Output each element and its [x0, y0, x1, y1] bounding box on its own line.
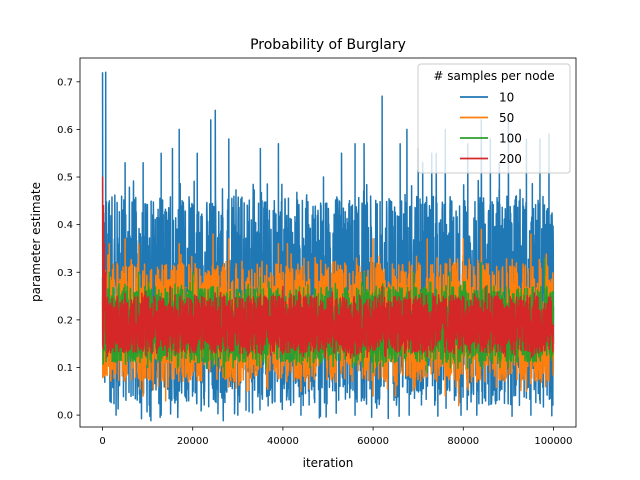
x-tick-label: 20000 [177, 436, 209, 447]
legend-entries: 10 50 100 200 [460, 91, 522, 166]
x-tick-label: 40000 [267, 436, 299, 447]
x-tick-label: 0 [99, 436, 105, 447]
series-line-200 [101, 176, 555, 359]
x-tick-label: 80000 [447, 436, 479, 447]
chart-title: Probability of Burglary [250, 37, 406, 53]
legend-title: # samples per node [433, 69, 554, 83]
legend-label-100: 100 [499, 132, 522, 146]
x-tick-label: 100000 [534, 436, 572, 447]
x-tick-label: 60000 [357, 436, 389, 447]
legend: # samples per node 10 50 100 200 [417, 63, 571, 174]
y-tick-label: 0.3 [57, 268, 73, 279]
legend-label-200: 200 [499, 152, 522, 166]
y-axis-ticks: 0.0 0.1 0.2 0.3 0.4 0.5 0.6 0.7 [57, 77, 80, 422]
x-axis-ticks: 0 20000 40000 60000 80000 100000 [99, 427, 573, 447]
series-layer [101, 71, 555, 422]
y-tick-label: 0.0 [57, 411, 73, 422]
legend-label-50: 50 [499, 111, 514, 125]
y-tick-label: 0.5 [57, 173, 73, 184]
legend-label-10: 10 [499, 91, 514, 105]
y-tick-label: 0.4 [57, 220, 73, 231]
y-tick-label: 0.1 [57, 363, 73, 374]
y-tick-label: 0.6 [57, 125, 73, 136]
y-tick-label: 0.2 [57, 315, 73, 326]
plot-frame [79, 57, 577, 428]
legend-box [417, 63, 571, 174]
x-axis-label: iteration [303, 456, 354, 470]
y-axis-label: parameter estimate [29, 182, 43, 302]
series-line-10 [101, 71, 555, 422]
y-tick-label: 0.7 [57, 77, 73, 88]
